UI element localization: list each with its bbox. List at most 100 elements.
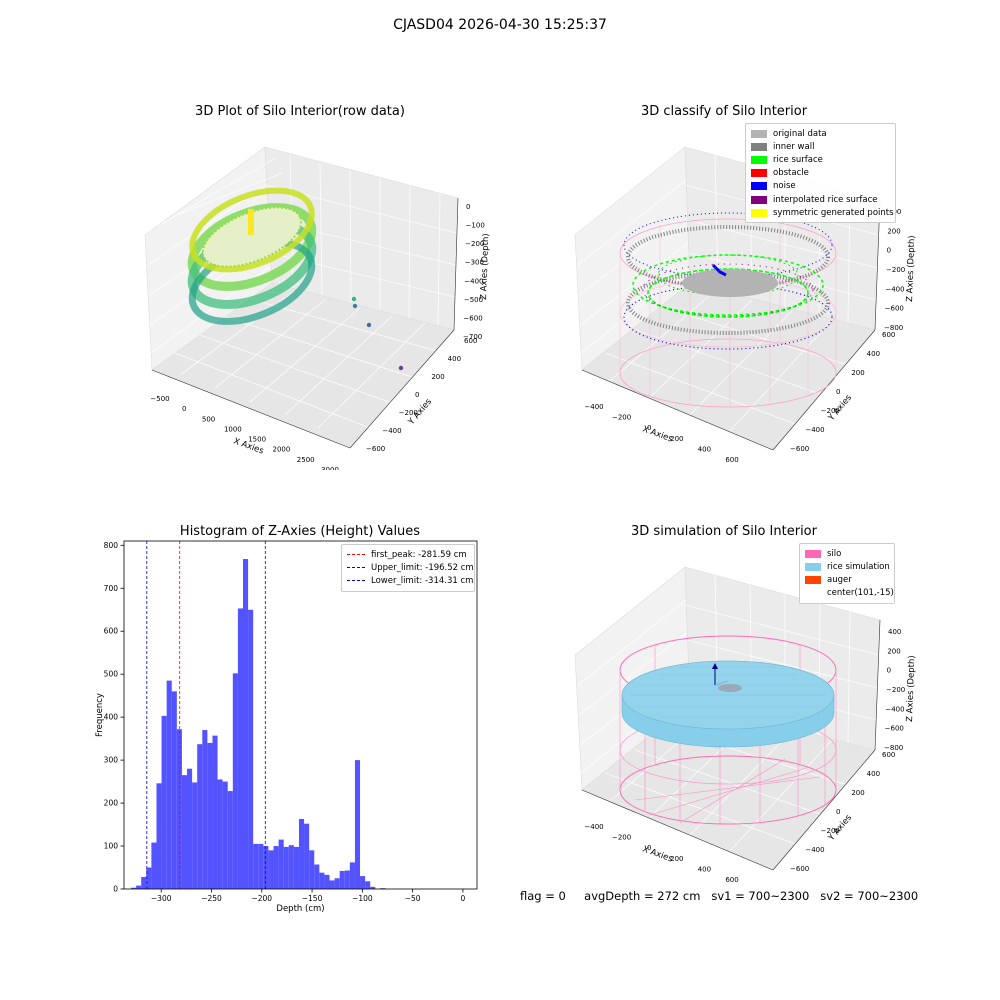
legend-item: auger: [805, 573, 889, 586]
classify-x-tick-label: 400: [698, 445, 711, 453]
legend-label: original data: [773, 128, 827, 139]
histogram-bar: [273, 846, 279, 889]
histogram-x-tick-label: 0: [461, 894, 466, 903]
simulation-x-tick-label: −200: [612, 834, 631, 842]
legend-label: Lower_limit: -314.31 cm: [371, 575, 474, 586]
raw-x-tick-label: 500: [202, 415, 215, 423]
raw-z-tick-label: −700: [463, 333, 482, 341]
classify-z-tick-label: 0: [887, 247, 891, 255]
simulation-legend: silo rice simulation auger center(101,-15): [799, 543, 895, 604]
histogram-bar: [344, 870, 350, 889]
histogram-axes-frame: [123, 540, 478, 890]
legend-item: rice surface: [751, 153, 890, 166]
legend-label: silo: [827, 548, 842, 559]
legend-swatch: [805, 589, 821, 597]
legend-swatch: [805, 575, 821, 584]
histogram-y-tick-label: 700: [104, 584, 119, 593]
histogram-y-tick-label: 300: [104, 756, 119, 765]
classify-x-tick-label: −200: [612, 414, 631, 422]
classify-z-tick-label: −600: [885, 305, 904, 313]
legend-item: inner wall: [751, 140, 890, 153]
histogram-bar: [197, 744, 203, 889]
legend-line-swatch: [347, 554, 365, 556]
avg-depth-text: avgDepth = 272 cm: [584, 889, 701, 903]
histogram-bar: [248, 609, 254, 889]
raw-y-tick-label: 400: [448, 355, 461, 363]
histogram-bar: [278, 839, 284, 889]
histogram-bar: [156, 783, 162, 889]
histogram-bar: [253, 843, 259, 889]
histogram-bar: [136, 885, 142, 889]
histogram-bar: [131, 887, 137, 889]
simulation-x-tick-label: 0: [647, 844, 651, 852]
histogram-bar: [360, 876, 366, 889]
histogram-bar: [187, 768, 193, 889]
classify-z-tick-label: −800: [884, 324, 903, 332]
legend-label: noise: [773, 181, 796, 192]
legend-item: symmetric generated points: [751, 206, 894, 219]
classify-panel-title: 3D classify of Silo Interior: [640, 104, 808, 119]
histogram-bar: [217, 779, 223, 889]
simulation-z-tick-label: 400: [888, 628, 901, 636]
legend-line-swatch: [347, 580, 365, 582]
histogram-chart: −300 −250 −200 −150 −100 −50 0 0 100 200 300 400 50…: [95, 540, 478, 914]
flag-text: flag = 0: [520, 889, 566, 903]
legend-item: silo: [805, 547, 889, 560]
histogram-bar: [161, 715, 167, 889]
classify-x-tick-label: 200: [670, 435, 683, 443]
histogram-y-tick-label: 200: [104, 799, 119, 808]
histogram-y-axis-label: Frequency: [95, 693, 105, 737]
simulation-z-tick-label: 0: [887, 667, 891, 675]
histogram-bar: [268, 850, 274, 889]
legend-label: symmetric generated points: [773, 207, 894, 218]
histogram-bar: [258, 843, 264, 889]
classify-x-tick-label: 0: [647, 424, 651, 432]
classify-y-tick-label: 600: [882, 331, 895, 339]
histogram-bar: [232, 673, 238, 889]
classify-z-tick-label: −200: [886, 266, 905, 274]
legend-swatch: [751, 142, 767, 151]
raw-z-tick-label: −200: [465, 240, 484, 248]
histogram-bar: [349, 862, 355, 889]
simulation-z-tick-label: −200: [886, 686, 905, 694]
histogram-bar: [227, 791, 233, 889]
histogram-bar: [288, 845, 294, 889]
legend-swatch: [751, 208, 767, 217]
raw-x-tick-label: 1500: [248, 436, 266, 444]
histogram-bar: [207, 742, 213, 889]
histogram-x-tick-label: −300: [151, 894, 172, 903]
histogram-bar: [304, 823, 310, 889]
raw-z-tick-label: 0: [466, 203, 470, 211]
histogram-legend-item: Upper_limit: -196.52 cm: [347, 561, 474, 574]
histogram-title: Histogram of Z-Axies (Height) Values: [179, 524, 421, 539]
raw-z-tick-label: −100: [466, 222, 485, 230]
simulation-z-tick-label: 200: [887, 647, 900, 655]
histogram-bar: [354, 760, 361, 889]
legend-label: center(101,-15): [827, 588, 894, 599]
histogram-y-tick-label: 800: [104, 541, 119, 550]
legend-swatch: [751, 155, 767, 164]
raw-y-tick-label: −400: [382, 427, 401, 435]
histogram-bar: [146, 867, 152, 889]
histogram-bar: [370, 886, 376, 889]
simulation-y-tick-label: −200: [821, 827, 840, 835]
histogram-x-tick-label: −150: [302, 894, 323, 903]
raw-y-tick-label: 0: [415, 391, 419, 399]
simulation-y-tick-label: −400: [805, 846, 824, 854]
simulation-x-tick-label: 600: [725, 876, 738, 884]
histogram-bar: [324, 874, 330, 889]
simulation-y-tick-label: 600: [882, 751, 895, 759]
raw-y-tick-label: −600: [366, 445, 385, 453]
simulation-panel-title: 3D simulation of Silo Interior: [631, 524, 817, 539]
legend-swatch: [805, 562, 821, 571]
legend-line-swatch: [347, 567, 365, 569]
histogram-bar: [202, 730, 208, 889]
raw-x-tick-label: −500: [150, 395, 169, 403]
simulation-x-axis-label: X Axies: [641, 844, 674, 864]
histogram-bar: [329, 880, 335, 889]
simulation-3d-plot: −400 −200 0 200 400 600 −600 −400 −200 0 200 400 60…: [574, 566, 917, 884]
classify-z-axis-label: Z Axies (Depth): [905, 235, 917, 302]
raw-x-tick-label: 3000: [321, 466, 339, 470]
histogram-bar: [237, 608, 243, 889]
histogram-bar: [365, 881, 371, 889]
